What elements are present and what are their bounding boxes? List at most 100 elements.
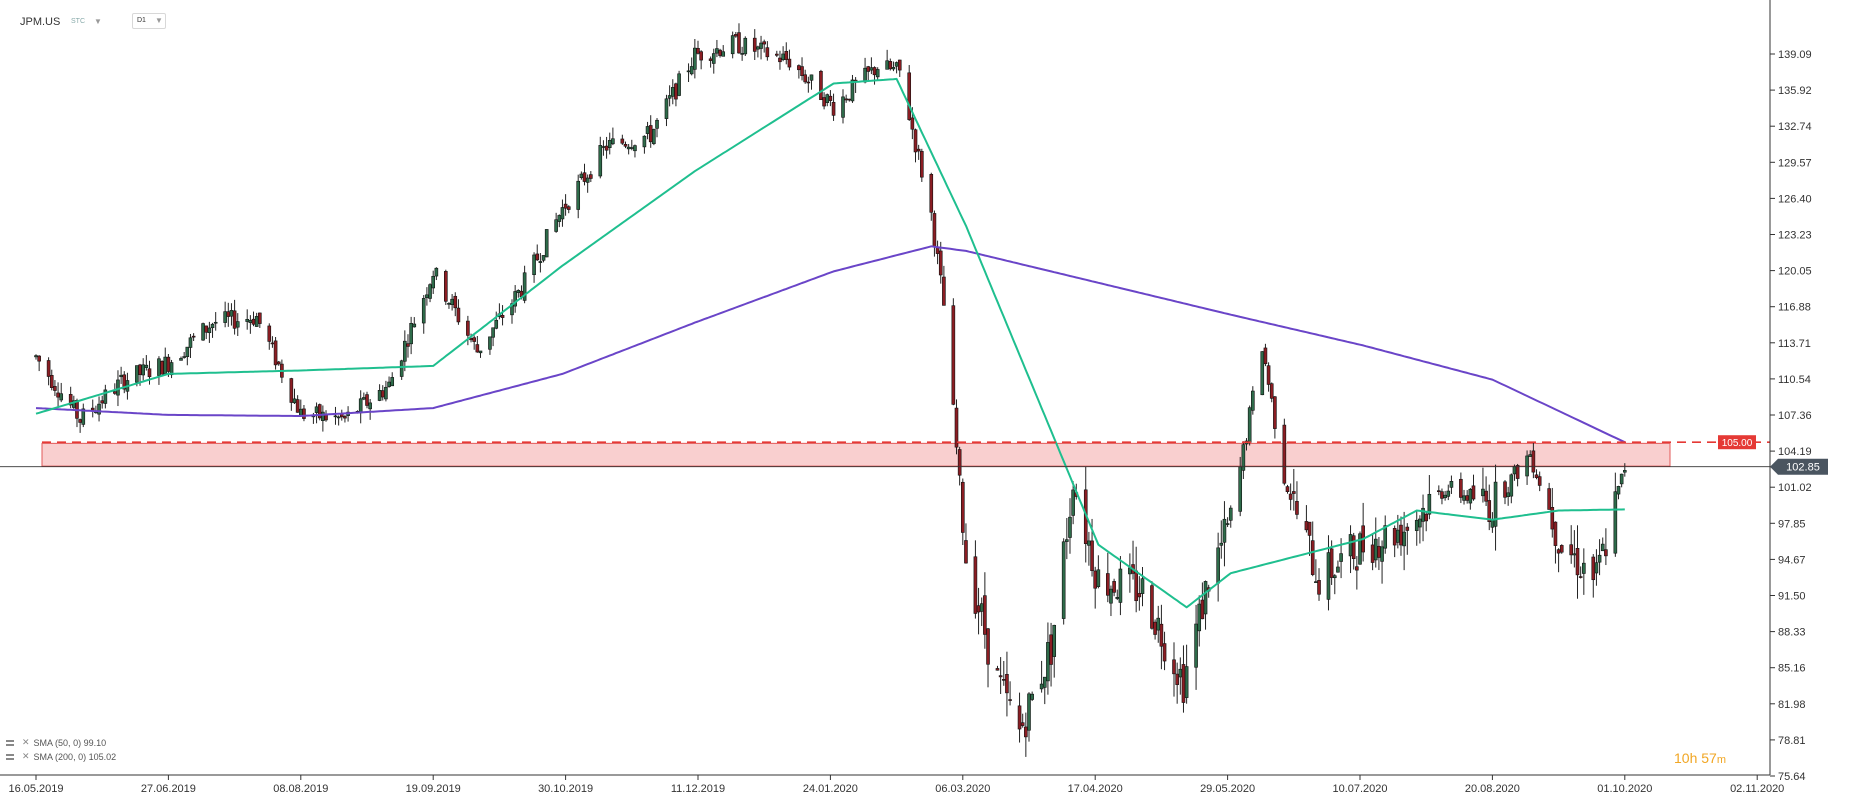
legend-sma200[interactable]: ✕ SMA (200, 0) 105.02 xyxy=(6,751,116,762)
candle xyxy=(1288,483,1293,511)
candle xyxy=(983,572,987,649)
candle-body xyxy=(1039,683,1044,690)
candle-body xyxy=(1197,603,1202,632)
price-type-chevron-down-icon[interactable]: ▼ xyxy=(94,17,102,26)
candle-body xyxy=(1537,476,1542,486)
candle xyxy=(1484,476,1488,506)
candle xyxy=(475,335,480,353)
candle-body xyxy=(809,74,814,81)
candle-body xyxy=(1134,570,1138,602)
price-level-layer: 105.00 102.85 xyxy=(0,435,1828,475)
candle xyxy=(730,31,735,59)
candle xyxy=(1118,556,1123,616)
candle xyxy=(1068,498,1072,554)
candle-body xyxy=(314,406,319,413)
candle xyxy=(891,61,896,72)
candle-body xyxy=(49,375,54,388)
candle-body xyxy=(721,51,726,57)
candle xyxy=(1358,531,1362,565)
candle xyxy=(1251,386,1255,415)
candle-body xyxy=(53,386,57,391)
candle xyxy=(488,336,492,355)
candle-countdown-timer: 10h 57m xyxy=(1674,750,1726,766)
candle-body xyxy=(894,62,899,67)
candle-body xyxy=(1027,693,1031,731)
candle-body xyxy=(1317,580,1321,595)
candle-body xyxy=(1506,492,1510,497)
candle-body xyxy=(380,390,385,398)
candle-body xyxy=(800,66,804,76)
candle-body xyxy=(1613,491,1618,554)
candle xyxy=(951,298,956,406)
candle-body xyxy=(611,138,615,145)
candle xyxy=(960,478,965,546)
candle-body xyxy=(1329,548,1334,578)
candle-body xyxy=(730,35,735,55)
candle xyxy=(1137,576,1142,611)
candle xyxy=(336,415,341,426)
legend-menu-icon[interactable] xyxy=(6,753,16,761)
candle xyxy=(1241,441,1246,480)
candle xyxy=(1184,644,1189,704)
candle-body xyxy=(576,180,581,210)
candle-body xyxy=(434,267,439,277)
candle-body xyxy=(1178,668,1183,678)
candle-body xyxy=(762,41,767,45)
legend-close-icon[interactable]: ✕ xyxy=(22,737,30,747)
candle-body xyxy=(317,404,322,419)
candle xyxy=(1613,472,1618,557)
candle-body xyxy=(377,390,382,401)
candle-body xyxy=(1001,679,1006,681)
candle-body xyxy=(582,172,587,182)
candle xyxy=(620,134,625,145)
candle xyxy=(737,23,741,54)
timer-hours: 10h xyxy=(1674,750,1698,766)
candle xyxy=(554,212,558,233)
candle xyxy=(1295,481,1299,520)
candle xyxy=(560,199,565,227)
candle xyxy=(491,327,495,347)
y-tick-label: 85.16 xyxy=(1778,663,1806,675)
candle xyxy=(664,94,669,127)
candle-body xyxy=(179,358,183,361)
candle xyxy=(1017,692,1022,743)
candle-body xyxy=(431,275,436,289)
candle xyxy=(1096,555,1101,589)
legend-sma50[interactable]: ✕ SMA (50, 0) 99.10 xyxy=(6,737,106,748)
legend-close-icon[interactable]: ✕ xyxy=(22,751,30,761)
candle-body xyxy=(664,98,669,119)
candle xyxy=(399,359,404,380)
candle xyxy=(97,396,101,422)
candle-body xyxy=(135,365,139,383)
candle-body xyxy=(258,312,262,324)
price-type-label[interactable]: STC xyxy=(71,18,85,25)
candle-body xyxy=(475,344,480,353)
candle xyxy=(1263,343,1268,367)
candle xyxy=(916,144,921,160)
candle-body xyxy=(938,250,943,276)
candle xyxy=(535,244,540,261)
candle xyxy=(232,299,237,335)
candle-body xyxy=(185,346,190,358)
candle xyxy=(1616,485,1621,500)
candle-body xyxy=(365,394,369,406)
candle xyxy=(957,446,962,486)
legend-menu-icon[interactable] xyxy=(6,739,16,747)
candle-body xyxy=(466,320,470,336)
candle xyxy=(806,76,811,93)
candle-body xyxy=(1247,407,1252,443)
candle-body xyxy=(406,343,410,347)
candle-body xyxy=(251,318,256,325)
symbol-label[interactable]: JPM.US xyxy=(20,16,61,28)
candle xyxy=(431,270,436,294)
candle-body xyxy=(1052,624,1057,657)
candle-body xyxy=(585,177,590,183)
candle-body xyxy=(544,229,549,258)
candle-body xyxy=(488,336,492,350)
candle-body xyxy=(1348,534,1353,557)
timeframe-select[interactable]: D1 ▼ xyxy=(132,13,166,29)
y-tick-label: 120.05 xyxy=(1778,266,1812,278)
candle-body xyxy=(453,295,458,309)
